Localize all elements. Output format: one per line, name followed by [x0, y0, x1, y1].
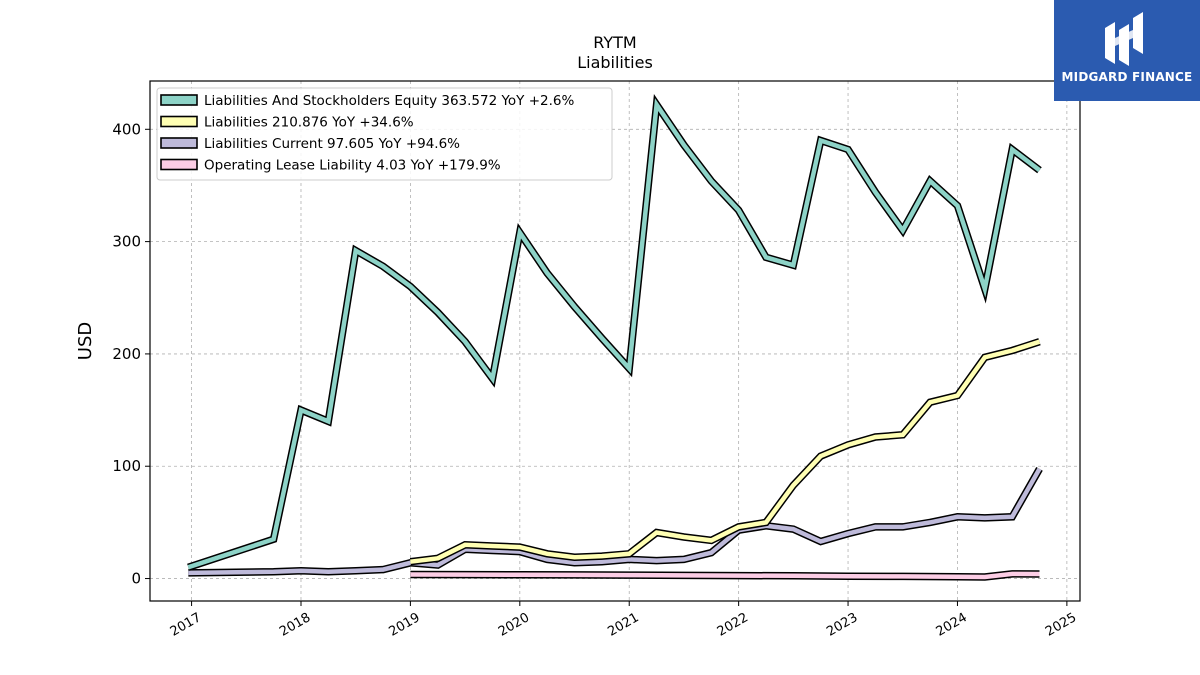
x-tick-label: 2022 [715, 610, 751, 640]
legend-entry: Liabilities Current 97.605 YoY +94.6% [204, 136, 460, 152]
midgard-logo: MIDGARD FINANCE [1054, 0, 1200, 101]
midgard-logo-icon [1105, 12, 1143, 66]
legend-swatch [160, 94, 198, 106]
series-line [410, 571, 1040, 580]
series-liabilities-current [188, 467, 1043, 577]
x-tick-label: 2019 [387, 610, 423, 640]
plot-frame [149, 80, 1081, 602]
series-operating-lease-liability [410, 570, 1040, 581]
legend-entry: Operating Lease Liability 4.03 YoY +179.… [204, 158, 501, 174]
y-axis-label: USD [75, 322, 96, 360]
legend-swatch [160, 158, 198, 171]
x-tick-label: 2021 [605, 610, 641, 640]
legend-entry: Liabilities And Stockholders Equity 363.… [204, 93, 574, 109]
x-tick-label: 2025 [1043, 610, 1079, 640]
legend-entry: Liabilities 210.876 YoY +34.6% [204, 115, 414, 131]
series-line [410, 339, 1041, 564]
series-line [187, 98, 1041, 570]
y-tick-label: 0 [131, 570, 141, 588]
legend: Liabilities And Stockholders Equity 363.… [156, 87, 613, 181]
x-tick-label: 2017 [168, 610, 204, 640]
series-line [188, 467, 1042, 576]
x-tick-label: 2024 [934, 610, 970, 640]
series-liabilities [409, 338, 1041, 566]
series-outline [409, 338, 1041, 566]
logo-text: MIDGARD FINANCE [1061, 70, 1193, 84]
chart-subtitle: Liabilities [577, 53, 653, 72]
chart-title: RYTM [593, 33, 636, 52]
legend-swatch [160, 137, 198, 149]
y-tick-label: 200 [112, 345, 141, 363]
legend-swatch [160, 115, 198, 128]
x-tick-label: 2020 [496, 610, 532, 640]
x-tick-label: 2018 [277, 610, 313, 640]
y-tick-label: 300 [112, 233, 141, 251]
legend-box [156, 87, 613, 181]
y-tick-label: 400 [112, 120, 141, 138]
series-layer [187, 93, 1043, 581]
series-liabilities-and-stockholders-equity [187, 93, 1042, 571]
y-tick-label: 100 [112, 457, 141, 475]
x-tick-label: 2023 [824, 610, 860, 640]
